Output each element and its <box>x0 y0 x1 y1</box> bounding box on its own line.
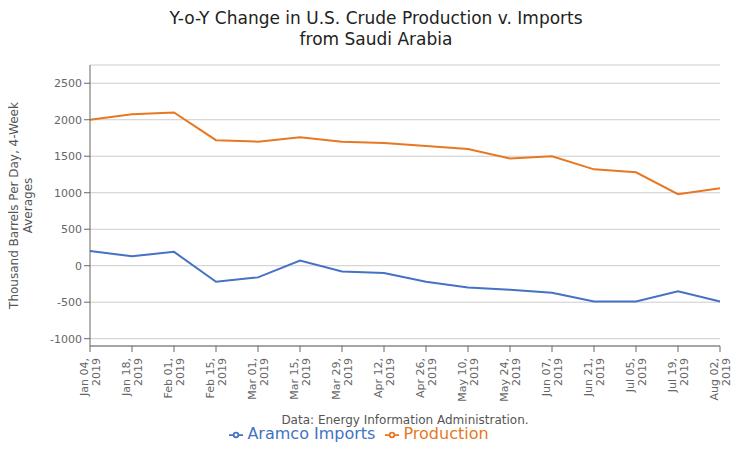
svg-text:Jan 04,2019: Jan 04,2019 <box>78 358 103 397</box>
svg-text:Feb 15,2019: Feb 15,2019 <box>204 358 229 398</box>
svg-text:2500: 2500 <box>54 77 82 90</box>
svg-text:Feb 01,2019: Feb 01,2019 <box>162 358 187 398</box>
svg-text:Mar 29,2019: Mar 29,2019 <box>330 358 355 400</box>
svg-text:-500: -500 <box>57 296 82 309</box>
svg-text:-1000: -1000 <box>50 333 82 346</box>
svg-text:500: 500 <box>61 223 82 236</box>
svg-text:Mar 15,2019: Mar 15,2019 <box>288 358 313 400</box>
svg-text:May 10,2019: May 10,2019 <box>456 358 481 402</box>
svg-text:Jun 07,2019: Jun 07,2019 <box>540 358 565 397</box>
svg-text:0: 0 <box>75 260 82 273</box>
svg-text:Apr 12,2019: Apr 12,2019 <box>372 358 397 398</box>
svg-text:Aug 02,2019: Aug 02,2019 <box>708 358 733 400</box>
svg-text:Thousand Barrels Per Day, 4-We: Thousand Barrels Per Day, 4-WeekAverages <box>8 102 35 310</box>
html-text:Aramco Imports: Aramco Imports <box>247 424 376 443</box>
html-text:Y-o-Y Change in U.S. Crude Pro: Y-o-Y Change in U.S. Crude Production v.… <box>169 8 583 28</box>
html-text:Production: Production <box>403 424 489 443</box>
svg-text:Jun 21,2019: Jun 21,2019 <box>582 358 607 397</box>
svg-text:Apr 26,2019: Apr 26,2019 <box>414 358 439 398</box>
svg-text:Jul 05,2019: Jul 05,2019 <box>624 358 649 393</box>
svg-text:2000: 2000 <box>54 114 82 127</box>
svg-text:Jan 18,2019: Jan 18,2019 <box>120 358 145 397</box>
html-text:from Saudi Arabia: from Saudi Arabia <box>299 29 453 50</box>
svg-text:Data: Energy Information Admin: Data: Energy Information Administration. <box>281 413 528 427</box>
svg-text:Jul 19,2019: Jul 19,2019 <box>666 358 691 393</box>
svg-text:Mar 01,2019: Mar 01,2019 <box>246 358 271 400</box>
svg-text:May 24,2019: May 24,2019 <box>498 358 523 402</box>
svg-text:1000: 1000 <box>54 187 82 200</box>
svg-text:1500: 1500 <box>54 150 82 163</box>
